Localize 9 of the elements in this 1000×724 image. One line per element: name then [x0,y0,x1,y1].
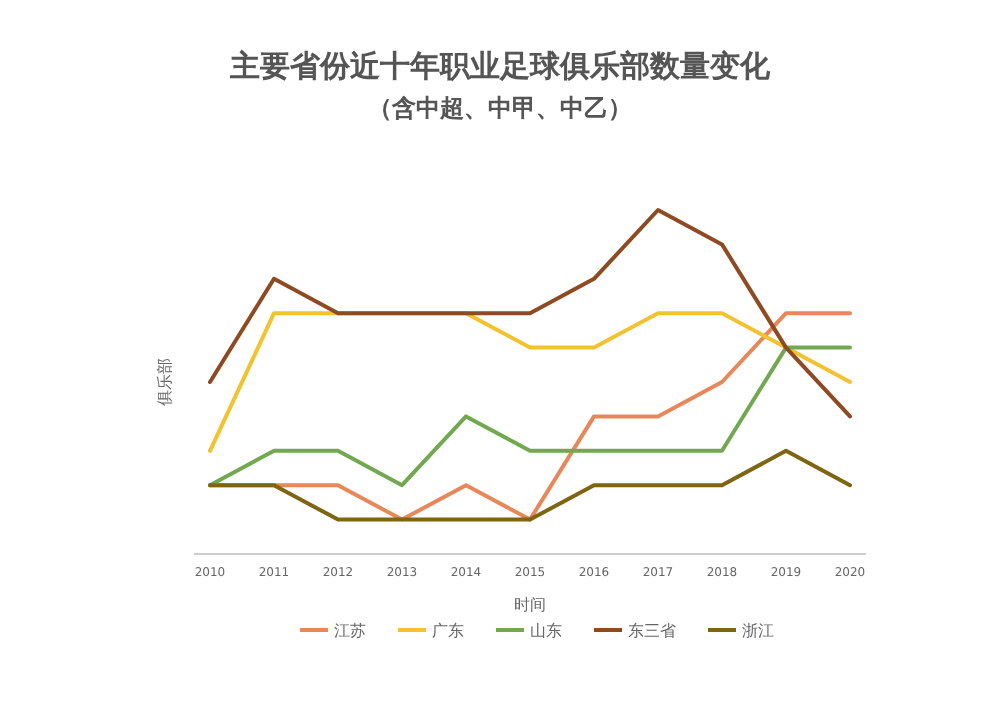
chart-subtitle: （含中超、中甲、中乙） [368,94,632,122]
legend-label: 江苏 [334,622,366,640]
legend-label: 山东 [530,622,562,640]
chart-title: 主要省份近十年职业足球俱乐部数量变化 [228,48,772,84]
y-axis-title: 俱乐部 [156,358,174,406]
x-axis-title: 时间 [514,596,546,614]
legend-label: 东三省 [628,622,676,640]
legend-label: 广东 [432,622,464,640]
legend-label: 浙江 [742,622,774,640]
